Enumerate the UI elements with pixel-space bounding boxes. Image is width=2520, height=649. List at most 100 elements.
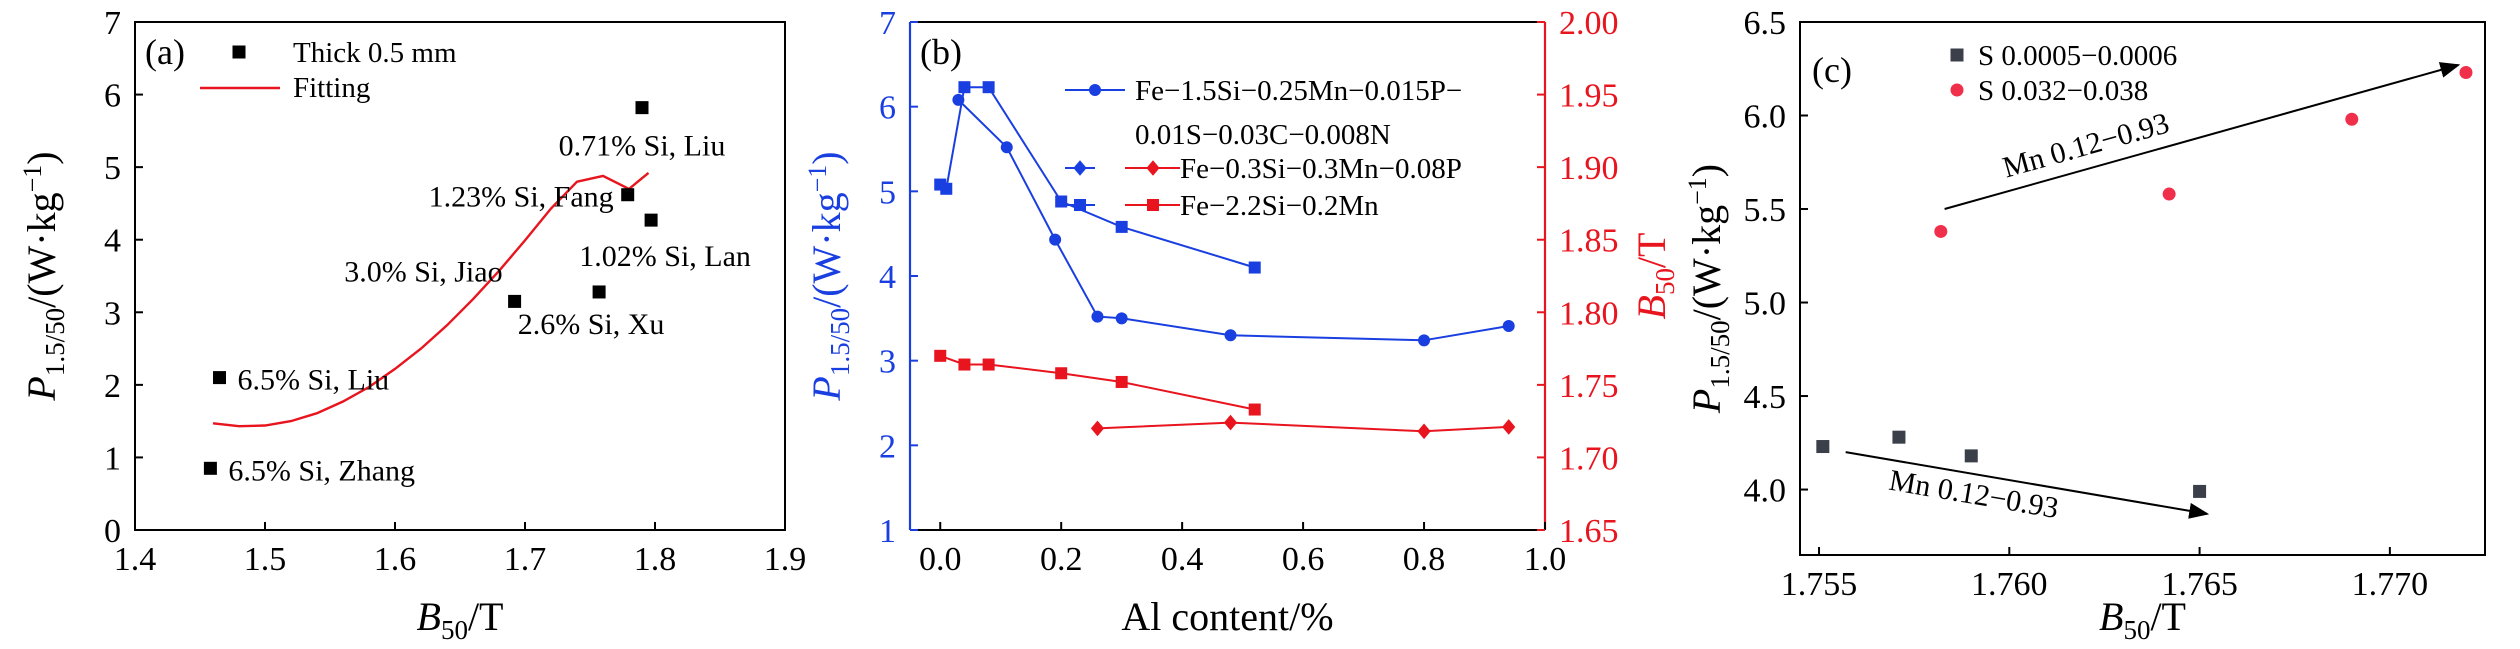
data-point: [2162, 187, 2176, 201]
data-point: [1816, 440, 1830, 454]
legend-marker: [1950, 83, 1964, 97]
data-point: [982, 358, 995, 371]
y-axis-label: P1.5/50/(W·kg−1): [1683, 164, 1735, 414]
data-point: [1115, 375, 1128, 388]
data-point: [1418, 334, 1431, 347]
data-point: [1224, 329, 1237, 342]
y2-tick-label: 1.80: [1559, 295, 1619, 332]
y-tick-label: 2: [879, 428, 896, 465]
series-line: [1097, 421, 1509, 433]
data-point: [958, 358, 971, 371]
y-tick-label: 4.0: [1744, 473, 1787, 510]
trend-arrow: [1944, 62, 2461, 210]
y2-axis-label: B50/T: [1629, 233, 1680, 320]
data-point: [2193, 484, 2207, 498]
data-point: [1000, 141, 1013, 154]
x-tick-label: 0.0: [919, 541, 962, 578]
data-point: [1892, 430, 1906, 444]
legend-label: Fe−0.3Si−0.3Mn−0.08P: [1180, 153, 1462, 185]
panel-label: (b): [920, 32, 962, 72]
y-tick-label: 7: [879, 5, 896, 42]
data-point: [1248, 261, 1261, 274]
legend-marker: [1146, 160, 1160, 176]
arrow-annotation: Mn 0.12−0.93: [1999, 107, 2173, 185]
y-tick-label: 3: [879, 344, 896, 381]
data-point: [958, 81, 971, 94]
data-point: [1248, 403, 1261, 416]
x-tick-label: 1.8: [634, 541, 677, 578]
x-axis-label: Al content/%: [1121, 594, 1333, 639]
data-point: [1502, 319, 1515, 332]
data-point: [635, 101, 649, 115]
y-tick-label: 4.5: [1744, 379, 1787, 416]
legend-label: 0.01S−0.03C−0.008N: [1135, 119, 1391, 151]
data-point: [982, 81, 995, 94]
y-tick-label: 5.0: [1744, 286, 1787, 323]
x-tick-label: 1.755: [1781, 566, 1858, 603]
y2-tick-label: 1.85: [1559, 223, 1619, 260]
legend-marker: [1074, 199, 1086, 211]
trend-arrow: [1845, 451, 2210, 519]
legend-marker: [232, 45, 246, 59]
data-point: [203, 461, 217, 475]
y-tick-label: 5: [879, 174, 896, 211]
y-tick-label: 6: [879, 90, 896, 127]
legend-label: Fe−1.5Si−0.25Mn−0.015P−: [1135, 75, 1462, 107]
x-tick-label: 1.9: [764, 541, 807, 578]
data-point: [2459, 65, 2473, 79]
y2-tick-label: 1.75: [1559, 368, 1619, 405]
legend-marker: [1089, 84, 1101, 96]
y-tick-label: 4: [104, 223, 121, 260]
series-line: [957, 99, 1509, 342]
legend-label: Thick 0.5 mm: [293, 37, 457, 69]
x-tick-label: 1.6: [374, 541, 417, 578]
data-point: [621, 188, 635, 202]
x-tick-label: 1.5: [244, 541, 287, 578]
legend-label: S 0.0005−0.0006: [1978, 40, 2177, 72]
data-point: [934, 349, 947, 362]
legend-marker: [1950, 48, 1964, 62]
y-tick-label: 6.5: [1744, 5, 1787, 42]
data-point: [1417, 423, 1431, 440]
y-tick-label: 1: [879, 513, 896, 550]
y-tick-label: 2: [104, 368, 121, 405]
x-axis-label: B50/T: [2099, 594, 2186, 645]
x-tick-label: 1.760: [1971, 566, 2048, 603]
y-tick-label: 5: [104, 150, 121, 187]
data-point: [592, 285, 606, 299]
data-point: [1049, 233, 1062, 246]
x-tick-label: 1.0: [1524, 541, 1567, 578]
arrow-annotation: Mn 0.12−0.93: [1887, 464, 2061, 525]
legend-label: Fitting: [293, 72, 370, 104]
y-tick-label: 3: [104, 295, 121, 332]
legend-marker: [1147, 199, 1159, 211]
y2-tick-label: 2.00: [1559, 5, 1619, 42]
point-annotation: 3.0% Si, Jiao: [344, 255, 502, 288]
y-tick-label: 7: [104, 5, 121, 42]
x-tick-label: 1.7: [504, 541, 547, 578]
data-point: [940, 182, 953, 195]
panel-c: 1.755 1.760 1.765 1.770 4.0 4.5 5.0 5.5 6.0 6.5 Mn…: [1683, 5, 2486, 645]
fit-line: [212, 171, 650, 428]
y-tick-label: 1: [104, 440, 121, 477]
data-point: [644, 213, 658, 227]
point-annotation: 6.5% Si, Zhang: [228, 454, 415, 487]
data-point: [1090, 420, 1105, 437]
y-tick-label: 4: [879, 259, 896, 296]
x-tick-label: 0.8: [1403, 541, 1446, 578]
plot-frame: [1799, 21, 2486, 556]
data-point: [1502, 419, 1516, 435]
data-point: [1223, 414, 1238, 431]
y2-tick-label: 1.90: [1559, 150, 1619, 187]
data-point: [508, 294, 522, 308]
point-annotation: 1.23% Si, Fang: [429, 181, 614, 214]
y-axis-label: P1.5/50/(W·kg−1): [803, 151, 855, 401]
x-axis-label: B50/T: [417, 594, 504, 645]
x-tick-label: 1.4: [114, 541, 157, 578]
x-tick-label: 1.765: [2161, 566, 2238, 603]
panel-label: (a): [145, 32, 185, 72]
y-tick-label: 6.0: [1744, 99, 1787, 136]
y2-tick-label: 1.95: [1559, 78, 1619, 115]
data-point: [1115, 220, 1128, 233]
